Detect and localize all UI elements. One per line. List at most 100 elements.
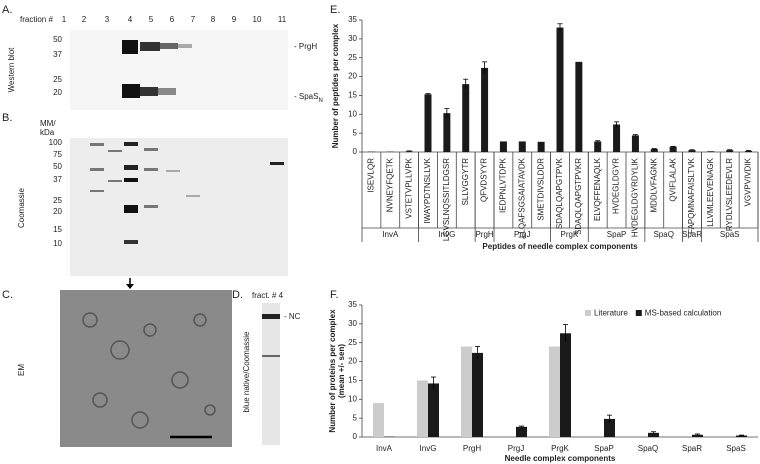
band [158,88,176,95]
bar [549,346,560,437]
band [262,314,280,319]
bar [613,124,621,152]
mw-label: 50 [53,162,62,171]
y-tick-label: 5 [353,128,358,137]
y-tick-label: 15 [348,91,357,100]
y-tick-label: 35 [348,15,357,24]
bar [648,432,659,437]
mw-label: 20 [53,88,62,97]
fraction-number: 4 [128,15,133,24]
fraction-number: 10 [253,15,262,24]
group-label: InvA [382,230,399,239]
x-tick-label: PrgJ [508,444,524,453]
x-tick-label: ELVQFFENAQLK [593,157,602,221]
bar [472,352,483,437]
bar [443,113,451,152]
fraction-number: 9 [232,15,237,24]
x-tick-label: InvG [420,444,437,453]
y-tick-label: 0 [353,432,358,441]
group-label: SpaP [607,230,627,239]
bar [428,383,439,437]
em-image [60,290,232,447]
bar [669,146,677,152]
x-tick-label: SpaR [682,444,702,453]
panel-label: F. [330,289,339,301]
x-tick-label: SDAQLQAPGTPVK [555,157,564,229]
x-tick-label: MDDLVFAGNK [649,157,658,212]
x-tick-label: HVDEGLDGYR [612,158,621,214]
bar [518,141,526,152]
fraction-number: 7 [191,15,196,24]
x-tick-label: IWAYPDTNSLLVK [423,157,432,223]
bar [650,148,658,152]
x-tick-label: SMETDIVSLDDR [536,158,545,221]
western-blot-image [70,30,288,110]
y-tick-label: 15 [348,376,357,385]
legend-label: MS-based calculation [645,309,721,318]
blue-native-gel-image [262,303,280,445]
band-label-sub: N [318,98,322,104]
bar [560,333,571,437]
bar [575,61,583,153]
y-tick-label: 30 [348,319,357,328]
band-label-text: - SpaS [294,92,318,101]
bar [631,135,639,152]
x-tick-label: QVIFLALAK [668,157,677,201]
mw-label: 37 [53,50,62,59]
band-label: - NC [284,312,301,321]
x-tick-label: ISEVLQR [367,158,376,193]
x-tick-label: SpaP [594,444,614,453]
side-label: blue native/Coomassie [242,331,251,412]
em-particles [82,312,216,429]
x-tick-label: LGVSLNQSSITLDGSR [442,158,451,241]
y-axis-title: Number of proteins per complex [328,309,337,433]
side-label: Western blot [7,47,16,93]
panel-label: D. [232,289,243,301]
x-tick-label: SpaS [726,444,746,453]
band [140,87,158,96]
bar [461,346,472,437]
bar [481,67,489,152]
panel-label: C. [2,289,13,301]
mw-label: 50 [53,35,62,44]
x-tick-label: QFVDSYYR [480,158,489,202]
bar [417,380,428,437]
x-axis-title: Peptides of needle complex components [482,242,638,251]
band-label: - PrgH [294,42,317,51]
fraction-number: 8 [211,15,216,24]
y-axis-title: Number of peptides per complex [331,23,340,148]
x-tick-label: HVDEGLDGYRDYLIK [631,157,640,237]
mw-label: 15 [53,225,62,234]
bar [726,150,734,152]
band [160,43,178,49]
fraction-number: 6 [170,15,175,24]
panel-label: E. [330,4,340,16]
x-tick-label: VGVPVIVDIK [744,157,753,206]
band [262,355,280,357]
y-tick-label: 20 [348,357,357,366]
mw-label: 25 [53,75,62,84]
coomassie-gel-image [70,138,288,276]
mw-label: 37 [53,175,62,184]
y-tick-label: 10 [348,394,357,403]
bar [707,151,715,152]
y-tick-label: 20 [348,72,357,81]
legend-label: Literature [594,309,628,318]
legend-swatch [635,310,642,316]
group-label: PrgK [561,230,579,239]
fraction-number: 1 [62,15,67,24]
mw-label: 20 [53,207,62,216]
fraction-number: 5 [149,15,154,24]
bar [499,141,507,152]
y-tick-label: 30 [348,34,357,43]
x-tick-label: PrgH [463,444,481,453]
fraction-number: 2 [82,15,87,24]
bar [516,426,527,437]
band [122,84,140,98]
band [122,40,138,54]
y-tick-label: 0 [353,147,358,156]
y-tick-label: 10 [348,109,357,118]
x-tick-label: SpaQ [638,444,658,453]
x-tick-label: LLQAFSGSAIATAVDK [517,157,526,238]
mw-title: MM/ [40,119,56,128]
